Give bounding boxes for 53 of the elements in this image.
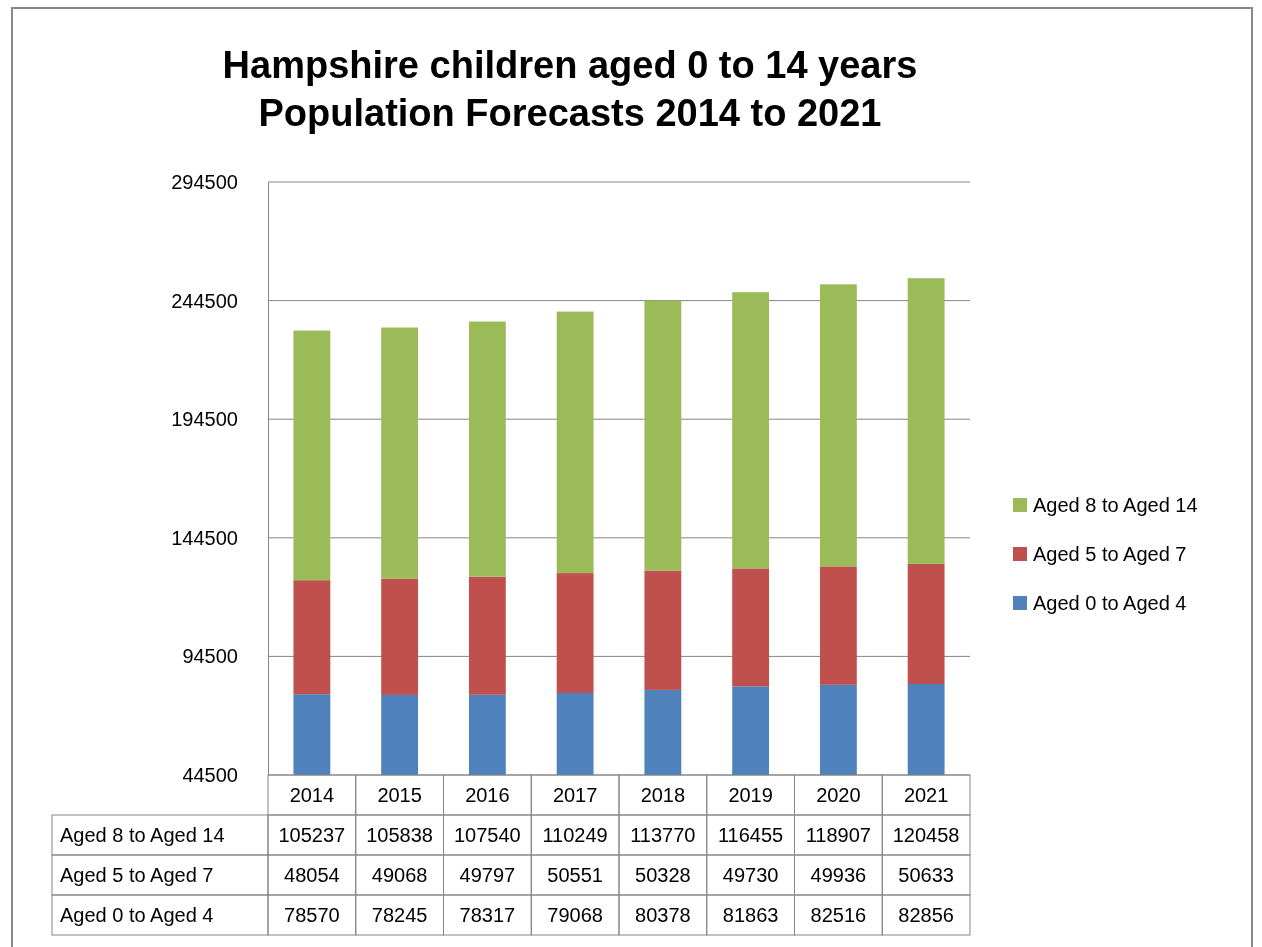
data-label: 120458 [892, 824, 960, 846]
legend-label: Aged 5 to Aged 7 [1033, 543, 1187, 565]
data-label: 82516 [810, 904, 867, 926]
bar [556, 311, 594, 574]
y-tick-label: 144500 [171, 526, 238, 549]
bar [468, 321, 506, 577]
data-label: 116455 [717, 824, 784, 846]
data-label: 79068 [547, 904, 603, 926]
legend-label: Aged 8 to Aged 14 [1033, 494, 1198, 516]
bar [907, 278, 945, 564]
data-label: 105838 [366, 824, 433, 846]
x-tick-label: 2019 [728, 784, 773, 806]
x-tick-label: 2014 [289, 784, 335, 806]
data-label: 78245 [371, 904, 428, 926]
data-label: 50633 [898, 864, 954, 886]
x-tick-label: 2016 [465, 784, 510, 806]
data-label: 105237 [278, 824, 346, 846]
data-label: 50328 [635, 864, 691, 886]
text: Aged 8 to Aged 14 [60, 824, 225, 846]
x-tick-label: 2018 [640, 784, 686, 806]
bar [732, 292, 770, 569]
data-label: 118907 [805, 824, 872, 846]
x-tick-label: 2017 [552, 784, 598, 806]
x-tick-label: 2015 [377, 784, 422, 806]
y-tick-label: 94500 [182, 645, 238, 668]
bar [644, 300, 682, 571]
data-label: 80378 [635, 904, 691, 926]
x-tick-label: 2020 [816, 784, 861, 806]
data-label: 49068 [371, 864, 428, 886]
data-label: 49797 [459, 864, 516, 886]
bar [381, 327, 419, 579]
text: Aged 0 to Aged 4 [60, 904, 214, 926]
text: Aged 5 to Aged 7 [60, 864, 214, 886]
data-label: 78570 [284, 904, 340, 926]
data-label: 110249 [542, 824, 608, 846]
chart-title: Hampshire children aged 0 to 14 years Population Forecasts 2014 to 2021 [222, 44, 918, 134]
x-tick-label: 2021 [903, 784, 949, 806]
y-tick-label: 194500 [171, 408, 238, 431]
bar [819, 284, 857, 567]
y-tick-label: 44500 [182, 763, 238, 786]
data-label: 113770 [630, 824, 696, 846]
data-label: 49936 [810, 864, 867, 886]
bar [293, 330, 331, 581]
data-label: 50551 [547, 864, 603, 886]
data-label: 107540 [454, 824, 521, 846]
data-label: 81863 [722, 904, 779, 926]
data-label: 48054 [284, 864, 340, 886]
y-tick-label: 294500 [171, 170, 238, 193]
data-label: 78317 [459, 904, 516, 926]
data-label: 49730 [722, 864, 779, 886]
data-label: 82856 [898, 904, 954, 926]
legend-label: Aged 0 to Aged 4 [1033, 592, 1187, 614]
y-tick-label: 244500 [171, 289, 238, 312]
